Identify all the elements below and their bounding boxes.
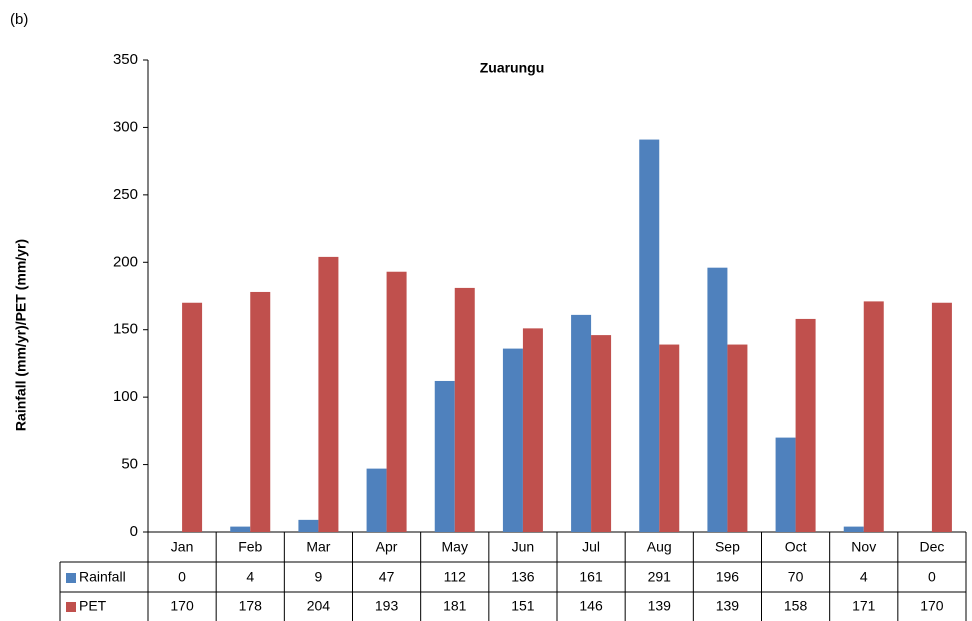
table-value: 151 <box>511 598 535 614</box>
bar <box>775 437 796 532</box>
bar <box>639 139 660 532</box>
x-tick-label: Jul <box>582 539 600 555</box>
legend-label: Rainfall <box>79 569 126 585</box>
table-value: 4 <box>246 569 254 585</box>
bar <box>298 519 319 532</box>
legend-swatch <box>66 573 76 583</box>
chart-title: Zuarungu <box>480 60 545 76</box>
bar <box>182 302 203 532</box>
bar <box>522 328 543 532</box>
bar <box>843 526 864 532</box>
bar <box>318 256 339 532</box>
x-tick-label: Oct <box>785 539 807 555</box>
x-tick-label: Sep <box>715 539 740 555</box>
table-value: 181 <box>443 598 467 614</box>
y-tick-label: 50 <box>121 456 138 473</box>
y-tick-label: 250 <box>113 186 138 203</box>
y-tick-label: 350 <box>113 51 138 68</box>
y-tick-label: 300 <box>113 118 138 135</box>
bar <box>863 301 884 532</box>
x-tick-label: Aug <box>647 539 672 555</box>
x-tick-label: Apr <box>376 539 398 555</box>
table-value: 70 <box>788 569 804 585</box>
table-value: 0 <box>178 569 186 585</box>
bar <box>659 344 680 532</box>
bar <box>230 526 251 532</box>
table-value: 170 <box>170 598 194 614</box>
y-tick-label: 100 <box>113 388 138 405</box>
x-tick-label: Feb <box>238 539 262 555</box>
table-value: 146 <box>579 598 603 614</box>
bar <box>591 335 612 532</box>
table-value: 193 <box>375 598 399 614</box>
table-value: 0 <box>928 569 936 585</box>
table-value: 47 <box>379 569 395 585</box>
table-value: 291 <box>648 569 672 585</box>
table-value: 9 <box>315 569 323 585</box>
y-axis-label: Rainfall (mm/yr)/PET (mm/yr) <box>13 239 29 431</box>
y-tick-label: 150 <box>113 321 138 338</box>
x-tick-label: Dec <box>919 539 944 555</box>
bar <box>366 468 387 532</box>
x-tick-label: May <box>442 539 468 555</box>
bar <box>707 267 728 532</box>
y-tick-label: 0 <box>130 523 138 540</box>
x-tick-label: Nov <box>851 539 876 555</box>
table-value: 139 <box>648 598 672 614</box>
table-value: 196 <box>716 569 740 585</box>
bar <box>250 291 271 532</box>
table-value: 136 <box>511 569 535 585</box>
bar <box>386 271 407 532</box>
table-value: 161 <box>579 569 603 585</box>
bar <box>502 348 523 532</box>
table-value: 139 <box>716 598 740 614</box>
table-value: 178 <box>239 598 263 614</box>
table-value: 4 <box>860 569 868 585</box>
y-tick-label: 200 <box>113 253 138 270</box>
table-value: 171 <box>852 598 876 614</box>
panel-label: (b) <box>10 11 28 28</box>
bar <box>727 344 748 532</box>
bar <box>571 314 592 532</box>
bar <box>434 380 455 532</box>
legend-label: PET <box>79 598 107 614</box>
x-tick-label: Mar <box>306 539 330 555</box>
table-value: 112 <box>444 569 467 585</box>
legend-swatch <box>66 602 76 612</box>
table-value: 158 <box>784 598 808 614</box>
bar <box>931 302 952 532</box>
table-value: 170 <box>920 598 944 614</box>
bar <box>454 287 475 532</box>
bar <box>795 318 816 532</box>
table-value: 204 <box>307 598 331 614</box>
x-tick-label: Jun <box>512 539 535 555</box>
x-tick-label: Jan <box>171 539 194 555</box>
